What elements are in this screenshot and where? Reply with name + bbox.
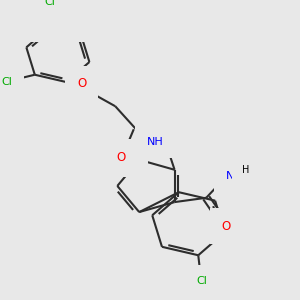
Text: Cl: Cl (2, 76, 13, 87)
Text: O: O (116, 151, 126, 164)
Text: O: O (221, 220, 231, 232)
Text: NH: NH (146, 137, 163, 147)
Text: Cl: Cl (197, 276, 208, 286)
Text: NH: NH (226, 171, 242, 181)
Text: Cl: Cl (44, 0, 55, 7)
Text: O: O (77, 77, 86, 90)
Text: S: S (127, 152, 135, 165)
Text: H: H (242, 165, 250, 175)
